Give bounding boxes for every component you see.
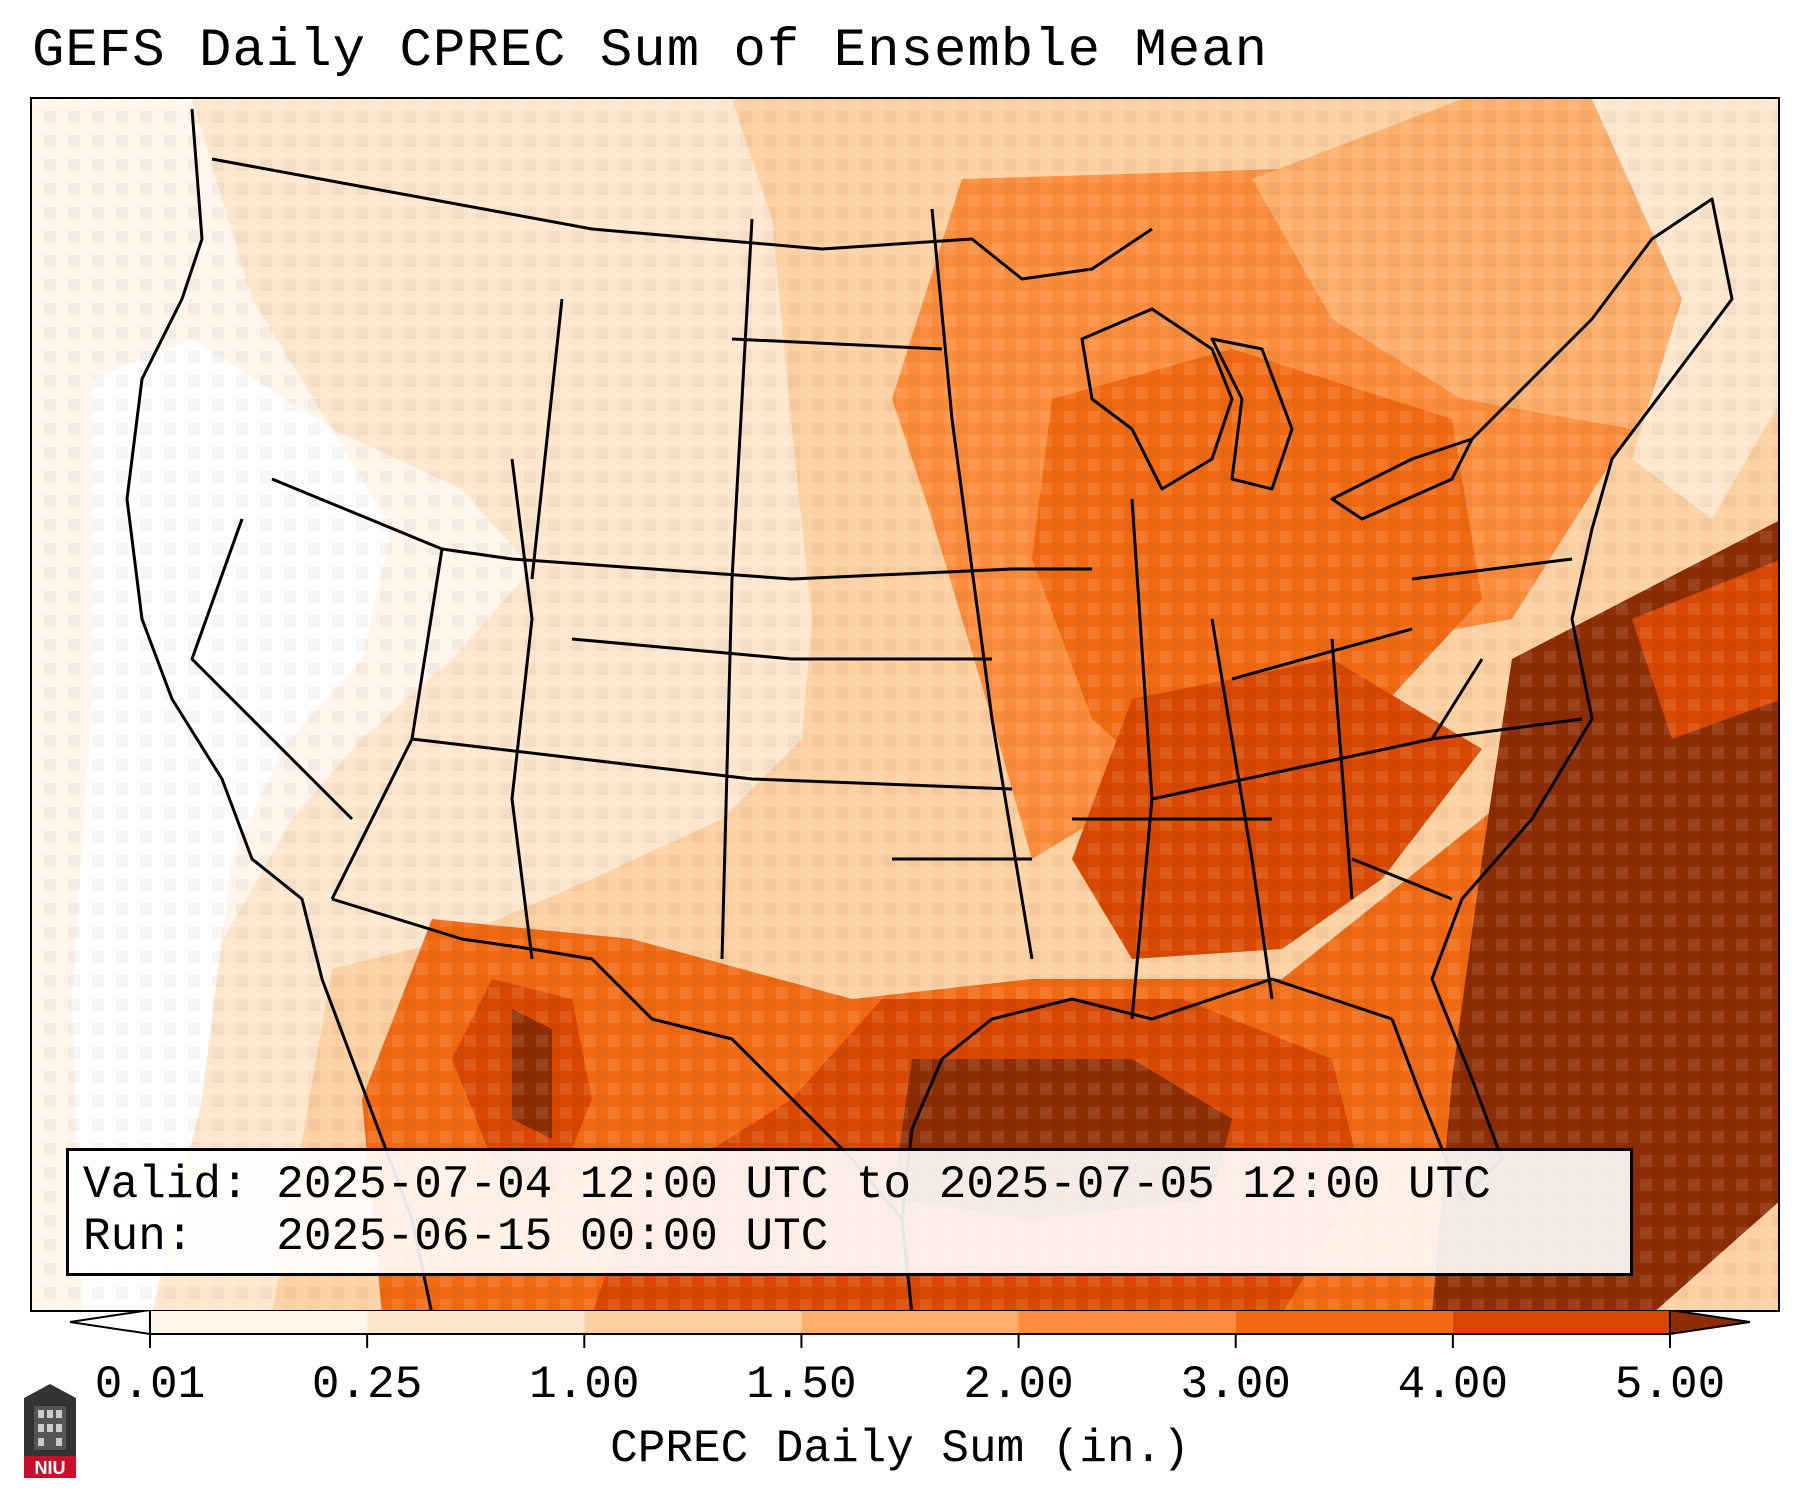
colorbar-over-arrow (1669, 1310, 1750, 1336)
map-canvas (32, 99, 1778, 1310)
colorbar-tick-label: 3.00 (1180, 1359, 1291, 1411)
colorbar-tick-label: 0.01 (94, 1359, 206, 1411)
colorbar-tick-label: 1.50 (746, 1359, 857, 1411)
colorbar-under-arrow (70, 1310, 151, 1336)
state-lines (190, 208, 1583, 1020)
colorbar-tick-label: 4.00 (1397, 1359, 1509, 1411)
colorbar-segment (584, 1310, 802, 1334)
colorbar-tick-label: 5.00 (1614, 1359, 1726, 1411)
precipitation-map (30, 97, 1780, 1312)
colorbar-segment (150, 1310, 368, 1334)
boundary-lines (125, 108, 1734, 1310)
colorbar-segment (367, 1310, 585, 1334)
colorbar-tick-label: 1.00 (529, 1359, 640, 1411)
colorbar-segment (1018, 1310, 1236, 1334)
great-lakes (1080, 307, 1474, 521)
colorbar-segment (1452, 1310, 1670, 1334)
run-time-text: Run: 2025-06-15 00:00 UTC (83, 1211, 829, 1263)
chart-title: GEFS Daily CPREC Sum of Ensemble Mean (32, 21, 1268, 82)
mexico-border (331, 897, 904, 1220)
logo-text: NIU (35, 1458, 66, 1478)
niu-logo: NIU (24, 1384, 76, 1478)
valid-time-text: Valid: 2025-07-04 12:00 UTC to 2025-07-0… (83, 1159, 1491, 1211)
valid-run-infobox: Valid: 2025-07-04 12:00 UTC to 2025-07-0… (66, 1148, 1633, 1276)
colorbar-segment (801, 1310, 1019, 1334)
precip-fill (32, 99, 1778, 1310)
colorbar-tick-label: 0.25 (311, 1359, 423, 1411)
colorbar-frame (149, 1310, 1671, 1335)
colorbar-tick-label: 2.00 (963, 1359, 1074, 1411)
us-canada-border (211, 157, 1153, 281)
colorbar (70, 1310, 1750, 1348)
colorbar-segment (1235, 1310, 1453, 1334)
colorbar-label: CPREC Daily Sum (in.) (610, 1423, 1190, 1475)
west-coast-outline (125, 108, 433, 1310)
